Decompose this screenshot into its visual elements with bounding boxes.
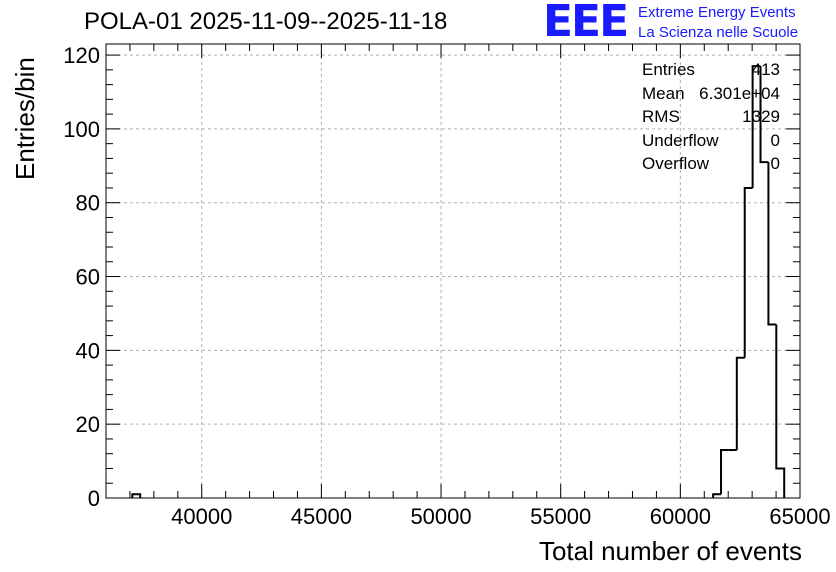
stat-row-entries: Entries 413 — [642, 60, 780, 84]
x-tick-label: 55000 — [530, 504, 591, 529]
y-axis-label: Entries/bin — [10, 57, 40, 180]
histogram-bin — [131, 493, 142, 498]
stat-label: Entries — [642, 60, 695, 79]
logo-mark: EEE — [543, 0, 629, 47]
stat-value: 6.301e+04 — [699, 83, 780, 103]
stat-label: Mean — [642, 83, 685, 103]
eee-logo: EEE Extreme Energy Events La Scienza nel… — [543, 0, 833, 47]
histogram-bin — [759, 66, 769, 164]
y-axis-label-wrap: Entries/bin — [8, 57, 40, 190]
y-tick-label: 80 — [76, 191, 100, 216]
histogram-bin — [751, 65, 761, 188]
histogram-bin — [720, 449, 729, 495]
stat-value: 1329 — [742, 107, 780, 126]
y-tick-label: 0 — [88, 486, 100, 511]
stat-row-overflow: Overflow 0 — [642, 154, 780, 178]
x-tick-label: 65000 — [769, 504, 830, 529]
logo-line-2: La Scienza nelle Scuole — [638, 24, 799, 41]
stat-value: 0 — [770, 154, 780, 173]
histogram-bin — [735, 356, 745, 451]
stat-row-mean: Mean 6.301e+04 — [642, 84, 780, 108]
histogram-bin — [712, 493, 722, 498]
x-tick-label: 40000 — [171, 504, 232, 529]
y-tick-label: 60 — [76, 265, 100, 290]
histogram-bin — [775, 324, 786, 498]
plot-frame — [105, 43, 801, 499]
stats-box: Entries 413 Mean 6.301e+04 RMS 1329 Unde… — [642, 60, 780, 178]
y-tick-label: 100 — [63, 117, 100, 142]
stat-label: Overflow — [642, 154, 710, 173]
y-tick-label: 120 — [63, 43, 100, 68]
y-tick-label: 20 — [76, 412, 100, 437]
stat-row-underflow: Underflow 0 — [642, 131, 780, 155]
y-tick-label: 40 — [76, 338, 100, 363]
stat-value: 413 — [751, 60, 780, 79]
x-tick-label: 60000 — [650, 504, 711, 529]
stat-label: RMS — [642, 107, 680, 126]
histogram-bin — [743, 186, 753, 358]
chart-title: POLA-01 2025-11-09--2025-11-18 — [84, 8, 448, 35]
x-tick-label: 45000 — [291, 504, 352, 529]
stat-row-rms: RMS 1329 — [642, 107, 780, 131]
histogram-bin — [767, 162, 777, 326]
logo-line-1: Extreme Energy Events — [638, 4, 796, 21]
stat-value: 0 — [770, 130, 780, 150]
stat-label: Underflow — [642, 130, 719, 150]
x-axis-label: Total number of events — [538, 536, 802, 566]
x-tick-label: 50000 — [410, 504, 471, 529]
